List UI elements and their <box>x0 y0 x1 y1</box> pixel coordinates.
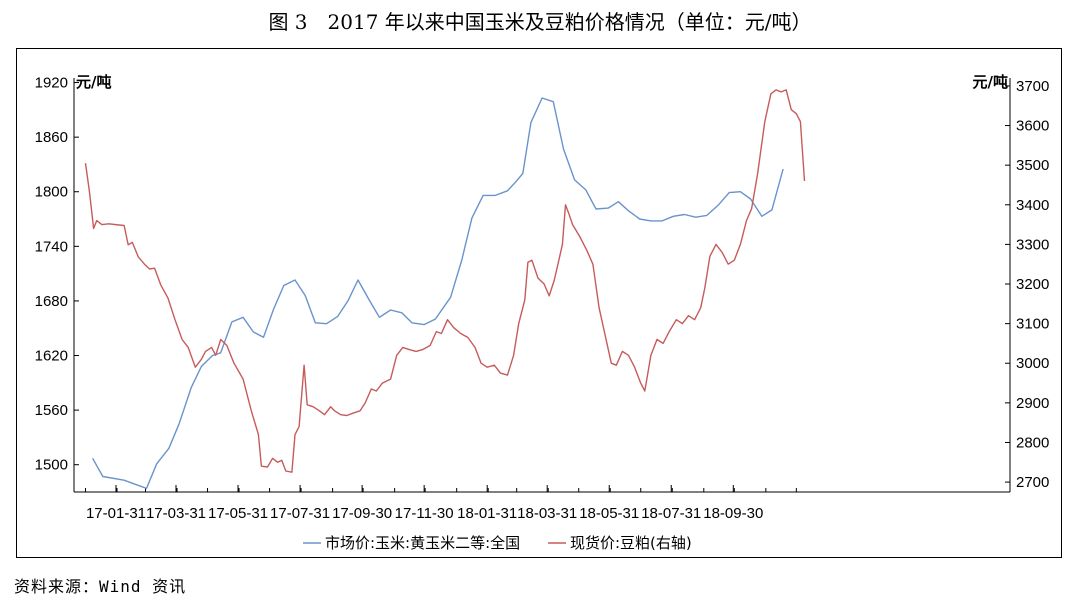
legend-label: 现货价:豆粕(右轴) <box>570 534 692 552</box>
x-tick-label: 18-07-31 <box>641 505 701 522</box>
x-tick-label: 17-07-31 <box>270 505 330 522</box>
source-note: 资料来源：Wind 资讯 <box>14 577 187 596</box>
x-tick-label: 17-09-30 <box>332 505 392 522</box>
x-tick-label: 17-03-31 <box>146 505 206 522</box>
series-lines <box>84 89 806 490</box>
legend: 市场价:玉米:黄玉米二等:全国 现货价:豆粕(右轴) <box>303 534 692 552</box>
right-tick-label: 3300 <box>1016 236 1049 253</box>
left-tick-label: 1800 <box>35 184 68 201</box>
left-tick-label: 1560 <box>35 402 68 419</box>
left-tick-label: 1680 <box>35 293 68 310</box>
corn-price-line <box>91 97 784 490</box>
right-tick-label: 3200 <box>1016 276 1049 293</box>
x-tick-label: 17-11-30 <box>395 505 454 522</box>
right-tick-label: 3500 <box>1016 157 1049 174</box>
x-tick-label: 18-03-31 <box>517 505 577 522</box>
legend-label: 市场价:玉米:黄玉米二等:全国 <box>325 534 520 552</box>
left-axis-unit: 元/吨 <box>76 73 111 91</box>
left-tick-label: 1620 <box>35 348 68 365</box>
x-tick-label: 17-01-31 <box>86 505 146 522</box>
left-tick-label: 1740 <box>35 238 68 255</box>
soymeal-price-line <box>84 89 806 473</box>
right-tick-label: 3000 <box>1016 355 1049 372</box>
right-tick-label: 2700 <box>1016 474 1049 491</box>
x-tick-label: 18-01-31 <box>457 505 517 522</box>
left-tick-label: 1860 <box>35 129 68 146</box>
left-tick-label: 1500 <box>35 457 68 474</box>
x-tick-label: 18-09-30 <box>703 505 763 522</box>
axes: 1500 1560 1620 1680 1740 1800 1860 1920 2700 2800… <box>35 73 1050 522</box>
right-tick-label: 3700 <box>1016 78 1049 95</box>
right-tick-label: 3600 <box>1016 118 1049 135</box>
chart-frame <box>16 48 1062 558</box>
right-tick-label: 2900 <box>1016 395 1049 412</box>
right-axis-unit: 元/吨 <box>973 73 1008 91</box>
right-tick-label: 2800 <box>1016 434 1049 451</box>
left-tick-label: 1920 <box>35 75 68 92</box>
x-tick-label: 18-05-31 <box>579 505 639 522</box>
right-tick-label: 3400 <box>1016 197 1049 214</box>
figure-title: 图 3 2017 年以来中国玉米及豆粕价格情况（单位：元/吨） <box>268 10 812 34</box>
right-tick-label: 3100 <box>1016 316 1049 333</box>
x-tick-label: 17-05-31 <box>208 505 268 522</box>
